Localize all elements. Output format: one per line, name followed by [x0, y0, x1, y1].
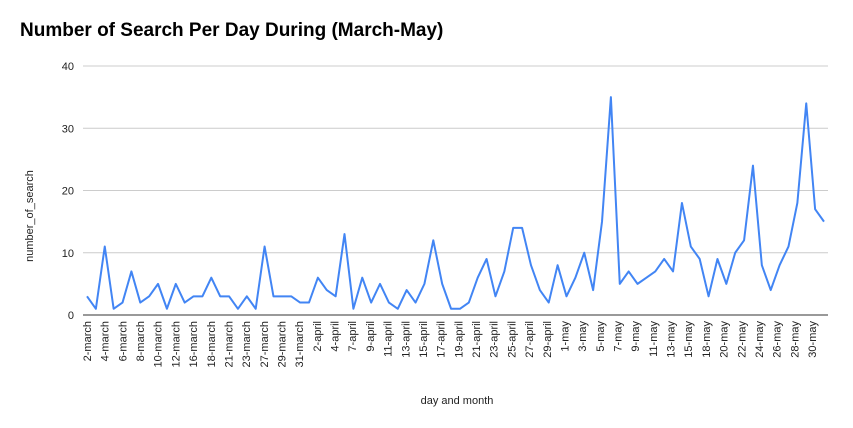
x-tick-label: 2-march	[82, 321, 94, 361]
gridlines	[83, 65, 828, 316]
y-tick-label: 30	[62, 123, 74, 135]
x-tick-label: 16-march	[188, 321, 200, 367]
y-tick-label: 0	[68, 310, 74, 322]
x-tick-label: 26-may	[772, 321, 784, 358]
x-tick-label: 4-april	[330, 321, 342, 352]
x-tick-label: 23-march	[241, 321, 253, 367]
x-tick-label: 19-april	[453, 321, 465, 358]
x-tick-label: 31-march	[294, 321, 306, 367]
x-axis-title: day and month	[421, 395, 494, 407]
x-tick-label: 21-april	[471, 321, 483, 358]
x-tick-label: 11-may	[648, 321, 660, 357]
x-tick-label: 13-may	[666, 321, 678, 358]
x-tick-label: 21-march	[223, 321, 235, 367]
x-tick-label: 7-april	[347, 321, 359, 352]
x-tick-label: 4-march	[100, 321, 112, 361]
x-tick-label: 30-may	[807, 321, 819, 358]
x-tick-label: 7-may	[612, 321, 624, 352]
x-tick-label: 15-april	[418, 321, 430, 358]
x-tick-label: 18-march	[206, 321, 218, 367]
x-tick-label: 13-april	[400, 321, 412, 358]
x-tick-label: 10-march	[153, 321, 165, 367]
y-tick-label: 40	[62, 61, 74, 73]
y-axis-title: number_of_search	[24, 170, 36, 262]
x-tick-label: 17-april	[436, 321, 448, 358]
x-tick-label: 27-april	[524, 321, 536, 358]
x-tick-label: 29-march	[277, 321, 289, 367]
y-tick-label: 20	[62, 186, 74, 198]
y-tick-label: 10	[62, 248, 74, 260]
x-tick-label: 11-april	[383, 321, 395, 357]
x-tick-label: 2-april	[312, 321, 324, 352]
x-tick-label: 9-may	[630, 321, 642, 352]
x-tick-label: 25-april	[506, 321, 518, 358]
x-tick-label: 6-march	[117, 321, 129, 361]
x-tick-label: 8-march	[135, 321, 147, 361]
x-tick-label: 12-march	[170, 321, 182, 367]
x-tick-label: 15-may	[683, 321, 695, 358]
x-tick-label: 5-may	[595, 321, 607, 352]
y-axis-ticks: 0 10 20 30 40	[62, 61, 74, 322]
series-line	[86, 96, 825, 310]
x-tick-label: 22-may	[736, 321, 748, 358]
x-tick-label: 18-may	[701, 321, 713, 358]
chart-title: Number of Search Per Day During (March-M…	[20, 20, 444, 41]
x-tick-label: 9-april	[365, 321, 377, 352]
x-tick-label: 1-may	[559, 321, 571, 352]
x-tick-label: 29-april	[542, 321, 554, 358]
x-axis-ticks: 2-march 4-march 6-march 8-march 10-march 12-m…	[82, 321, 819, 368]
x-tick-label: 27-march	[259, 321, 271, 367]
x-tick-label: 3-may	[577, 321, 589, 352]
x-tick-label: 20-may	[719, 321, 731, 358]
x-tick-label: 23-april	[489, 321, 501, 358]
x-tick-label: 24-may	[754, 321, 766, 358]
series-layer	[86, 96, 825, 310]
x-tick-label: 28-may	[789, 321, 801, 358]
